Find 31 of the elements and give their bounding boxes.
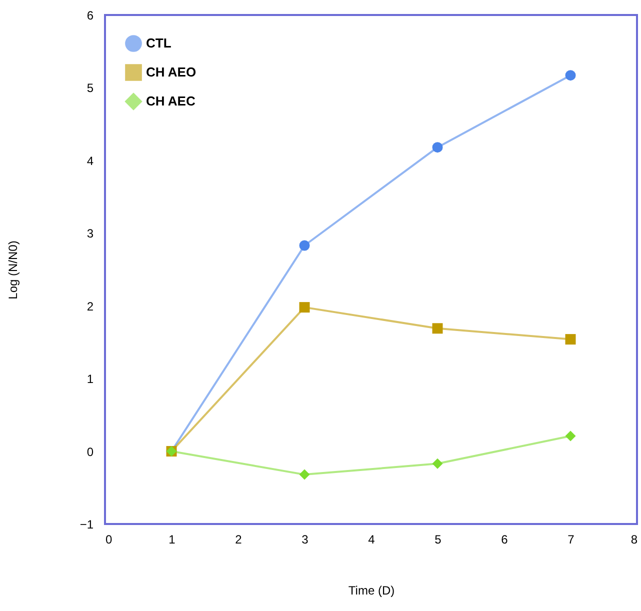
x-tick-label: 2 bbox=[235, 532, 242, 546]
y-axis-title: Log (N/N0) bbox=[6, 240, 20, 300]
y-tick-label: 3 bbox=[86, 226, 94, 241]
point bbox=[299, 302, 310, 313]
point bbox=[565, 430, 576, 442]
x-tick-label: 8 bbox=[630, 532, 638, 546]
legend-label: CTL bbox=[146, 36, 172, 50]
y-tick-label: 4 bbox=[86, 154, 94, 168]
y-tick-label: 0 bbox=[86, 444, 94, 459]
x-tick-label: 1 bbox=[168, 532, 176, 546]
legend-label: CH AEO bbox=[146, 64, 196, 80]
legend-label: CH AEC bbox=[146, 94, 196, 108]
y-tick-label: 5 bbox=[86, 81, 94, 96]
x-tick-label: 0 bbox=[106, 532, 112, 546]
point bbox=[432, 323, 443, 334]
point bbox=[299, 240, 310, 251]
x-tick-label: 5 bbox=[434, 532, 442, 546]
y-tick-label: 1 bbox=[86, 372, 94, 386]
point bbox=[432, 142, 443, 153]
point bbox=[565, 334, 576, 345]
point bbox=[432, 458, 443, 469]
point bbox=[565, 70, 576, 81]
x-tick-label: 3 bbox=[302, 532, 309, 546]
point bbox=[299, 469, 310, 480]
y-tick-label: 6 bbox=[86, 8, 94, 22]
x-tick-label: 4 bbox=[368, 532, 376, 546]
x-tick-label: 7 bbox=[568, 532, 575, 546]
y-tick-label: 2 bbox=[86, 299, 94, 314]
x-axis-title: Time (D) bbox=[348, 584, 395, 598]
y-tick-label: −1 bbox=[80, 518, 94, 532]
x-tick-label: 6 bbox=[501, 532, 508, 546]
